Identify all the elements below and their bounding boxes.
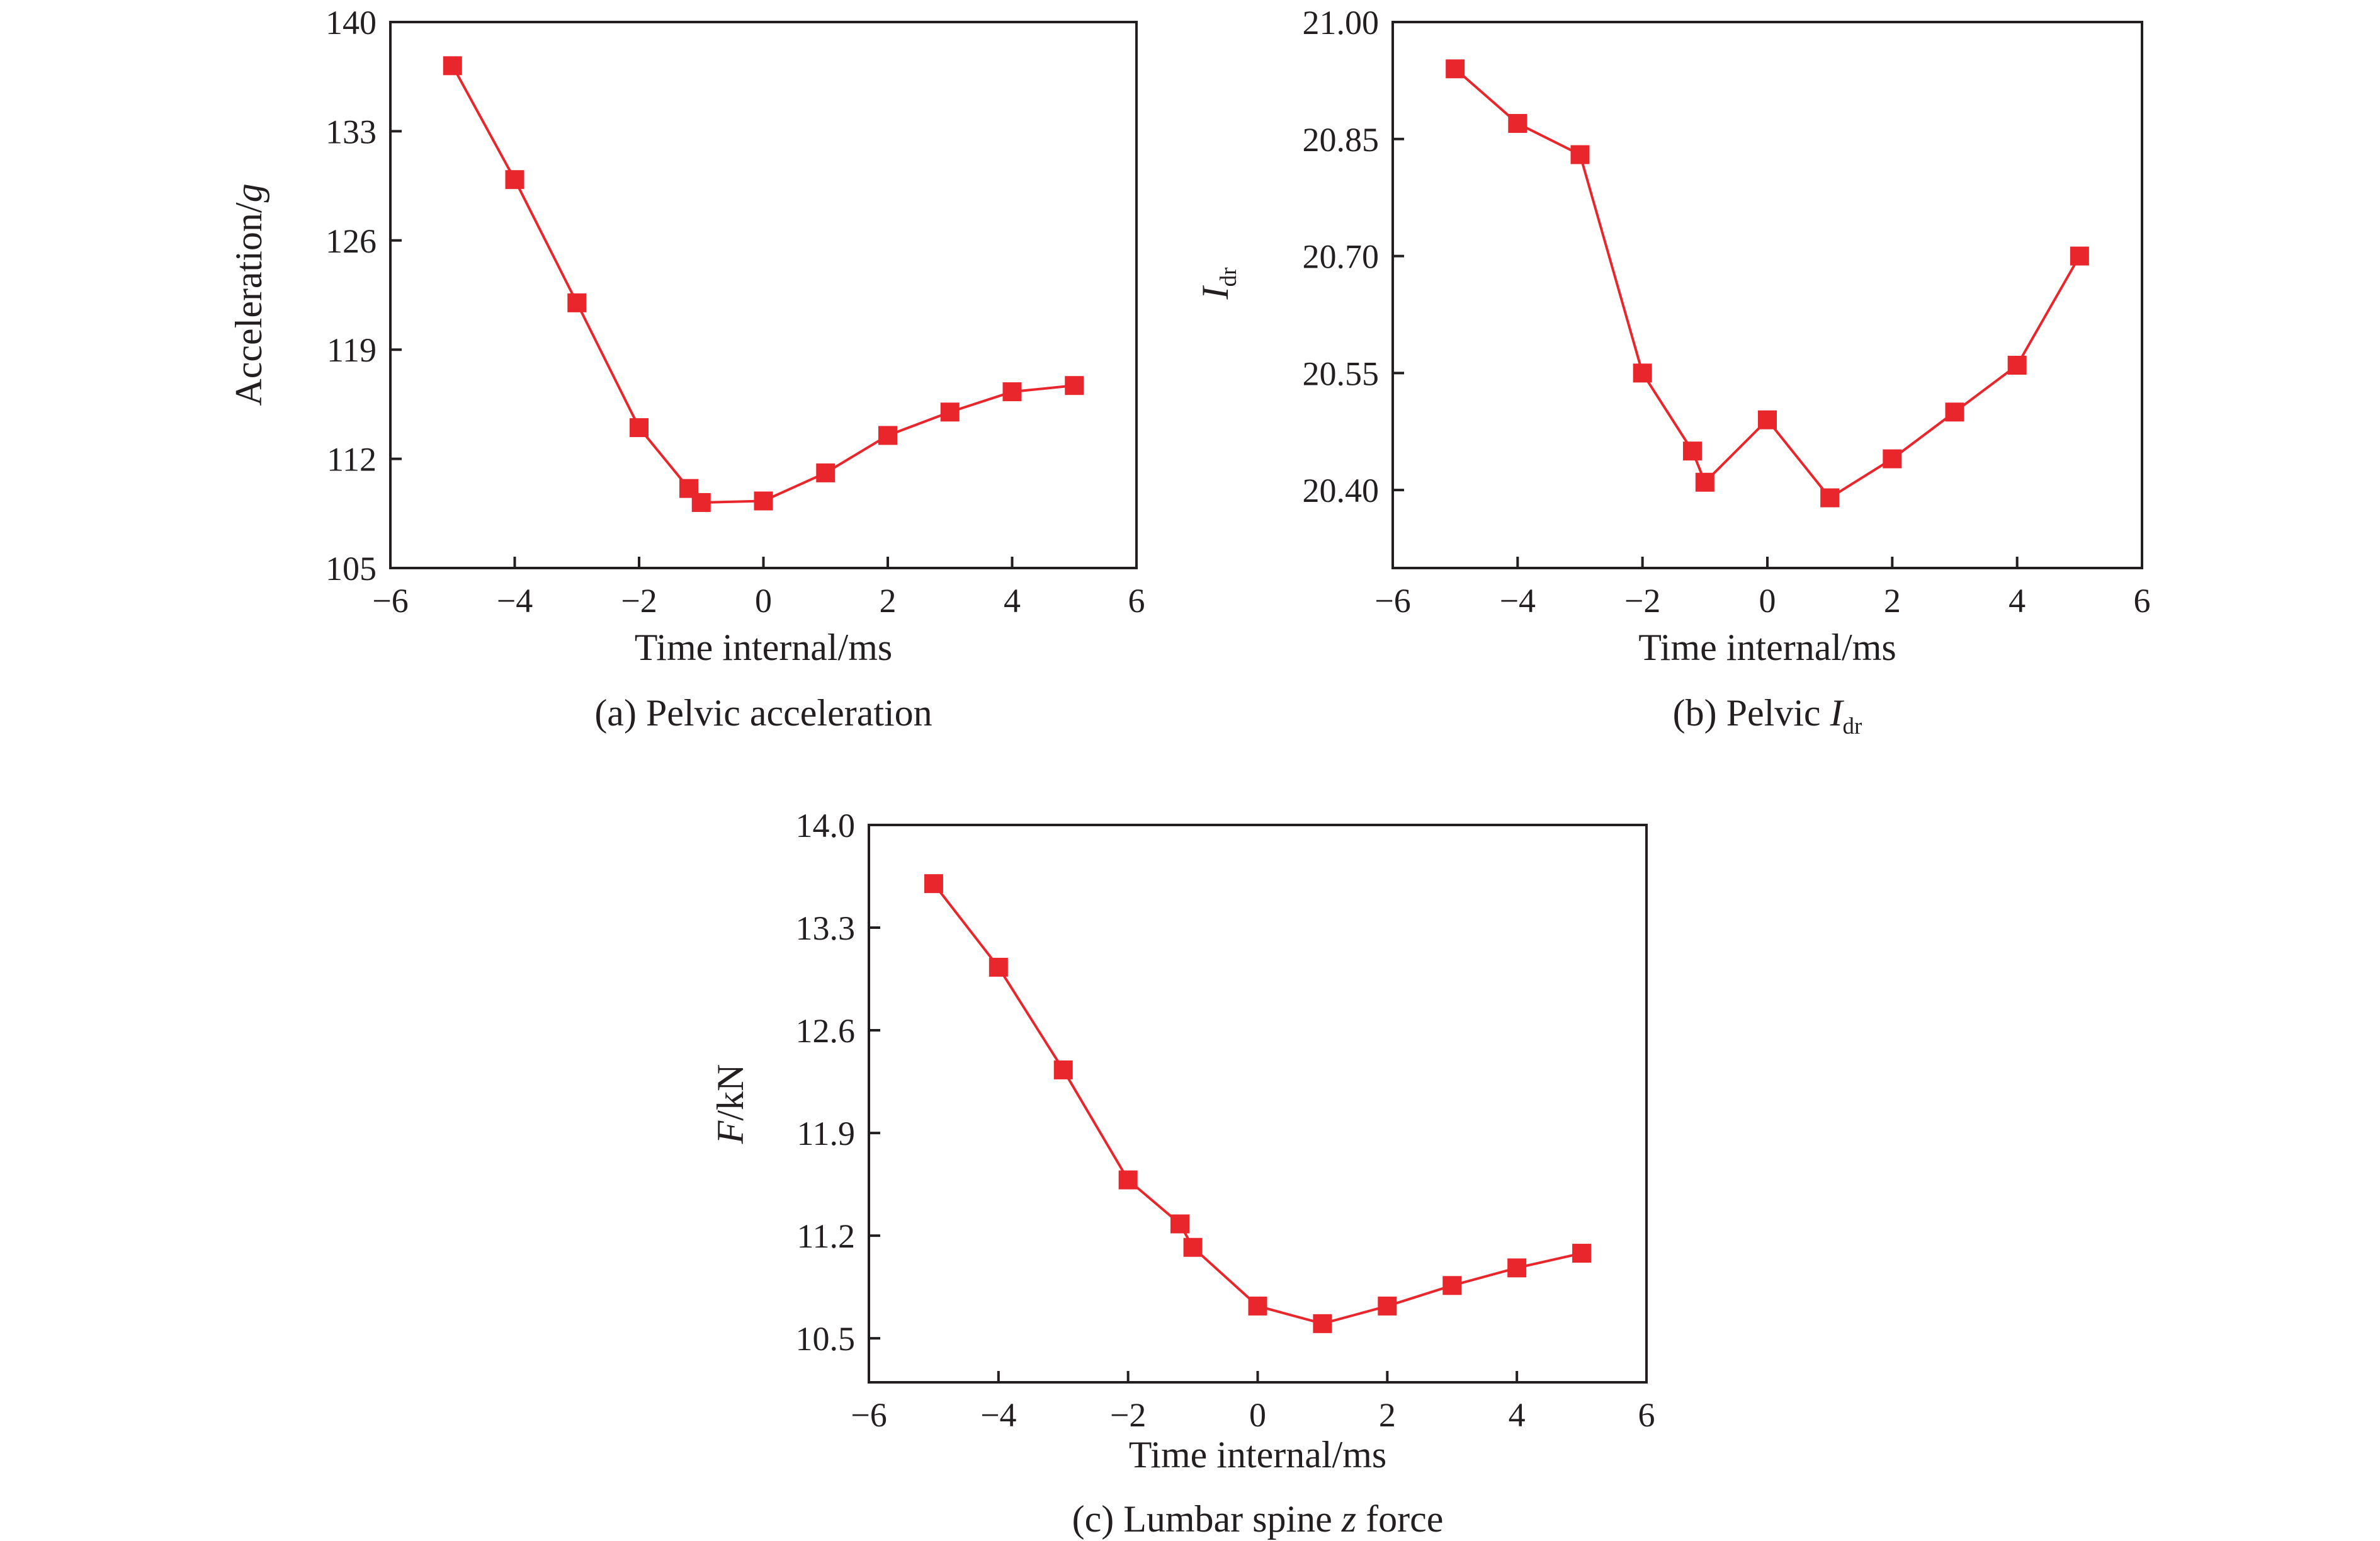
data-point-marker bbox=[1183, 1237, 1203, 1257]
y-tick-label: 11.9 bbox=[797, 1115, 856, 1152]
data-point-marker bbox=[940, 402, 960, 422]
x-tick-label: 0 bbox=[755, 582, 772, 620]
data-point-marker bbox=[1053, 1060, 1073, 1079]
data-point-marker bbox=[878, 426, 897, 445]
data-point-marker bbox=[1508, 114, 1527, 134]
data-point-marker bbox=[1446, 59, 1465, 79]
data-point-marker bbox=[2007, 355, 2027, 375]
x-tick-label: −2 bbox=[1624, 582, 1660, 620]
data-point-marker bbox=[1683, 441, 1702, 461]
panel-caption: (c) Lumbar spine z force bbox=[1072, 1498, 1444, 1540]
data-point-marker bbox=[924, 874, 943, 894]
x-tick-label: 4 bbox=[1004, 582, 1021, 620]
x-tick-label: 2 bbox=[880, 582, 897, 620]
x-tick-label: −2 bbox=[1110, 1396, 1146, 1434]
data-point-marker bbox=[691, 492, 711, 512]
plot-frame bbox=[1391, 21, 2143, 569]
data-point-marker bbox=[1442, 1276, 1462, 1295]
x-tick-label: 4 bbox=[1509, 1396, 1526, 1434]
chart-panel-3: −6 −4 −2 0 2 4 6 10.5 11.2 11.9 12.6 13.3 14.0 Time i… bbox=[710, 807, 1655, 1540]
y-tick-label: 10.5 bbox=[796, 1320, 856, 1358]
data-point-marker bbox=[1820, 488, 1840, 508]
data-point-marker bbox=[1378, 1296, 1397, 1316]
y-tick-label: 20.70 bbox=[1303, 238, 1380, 276]
y-tick-label: 119 bbox=[327, 331, 377, 369]
data-point-marker bbox=[1633, 363, 1652, 383]
x-tick-label: −4 bbox=[497, 582, 533, 620]
y-tick-label: 112 bbox=[327, 441, 377, 479]
data-point-marker bbox=[1695, 472, 1714, 492]
plot-frame bbox=[389, 21, 1138, 569]
chart-panel-2: −6 −4 −2 0 2 4 6 20.40 20.55 20.70 20.85 21.00 Time … bbox=[1194, 4, 2151, 739]
data-point-marker bbox=[1945, 402, 1964, 422]
x-tick-label: 2 bbox=[1379, 1396, 1396, 1434]
data-point-marker bbox=[1507, 1258, 1527, 1278]
x-tick-label: 0 bbox=[1759, 582, 1776, 620]
data-point-marker bbox=[505, 170, 524, 190]
y-tick-label: 11.2 bbox=[797, 1217, 856, 1255]
x-tick-label: 6 bbox=[2134, 582, 2151, 620]
x-axis-label: Time internal/ms bbox=[635, 627, 892, 668]
data-point-marker bbox=[630, 418, 649, 438]
series-line bbox=[932, 882, 1582, 1325]
x-tick-label: −6 bbox=[372, 582, 408, 620]
x-tick-label: −4 bbox=[1500, 582, 1536, 620]
data-point-marker bbox=[1572, 1244, 1592, 1263]
panel-caption: (b) Pelvic Idr bbox=[1673, 692, 1862, 739]
x-axis-label: Time internal/ms bbox=[1638, 627, 1896, 668]
data-point-marker bbox=[1065, 376, 1084, 395]
y-tick-label: 21.00 bbox=[1303, 4, 1380, 42]
x-tick-label: −6 bbox=[851, 1396, 887, 1434]
data-point-marker bbox=[816, 463, 836, 482]
y-tick-label: 105 bbox=[326, 550, 377, 588]
x-tick-label: −2 bbox=[621, 582, 657, 620]
x-tick-label: −6 bbox=[1374, 582, 1410, 620]
chart-panel-1: −6 −4 −2 0 2 4 6 105 112 119 126 133 140 Time interna… bbox=[228, 4, 1145, 734]
data-point-marker bbox=[1883, 449, 1902, 469]
y-tick-label: 14.0 bbox=[796, 807, 856, 844]
y-axis-label: F/kN bbox=[710, 1064, 751, 1145]
x-axis-label: Time internal/ms bbox=[1129, 1434, 1386, 1476]
data-point-marker bbox=[1570, 145, 1590, 164]
x-tick-label: 6 bbox=[1128, 582, 1145, 620]
y-tick-label: 20.85 bbox=[1303, 121, 1380, 159]
data-point-marker bbox=[443, 56, 462, 76]
y-tick-label: 140 bbox=[326, 4, 377, 42]
data-point-marker bbox=[1313, 1314, 1332, 1333]
data-point-marker bbox=[1248, 1296, 1267, 1316]
y-tick-label: 126 bbox=[326, 222, 377, 260]
data-point-marker bbox=[1002, 382, 1022, 402]
x-tick-label: −4 bbox=[980, 1396, 1016, 1434]
y-tick-label: 20.40 bbox=[1303, 472, 1380, 509]
x-tick-label: 0 bbox=[1249, 1396, 1266, 1434]
y-axis-label: Acceleration/g bbox=[228, 183, 269, 406]
data-point-marker bbox=[989, 957, 1008, 977]
y-tick-label: 12.6 bbox=[796, 1012, 856, 1050]
data-point-marker bbox=[2070, 246, 2089, 266]
data-point-marker bbox=[567, 293, 587, 312]
data-point-marker bbox=[1118, 1170, 1138, 1190]
data-point-marker bbox=[1170, 1214, 1189, 1234]
series-line bbox=[451, 65, 1075, 504]
series-line bbox=[1454, 67, 2081, 500]
y-tick-label: 13.3 bbox=[796, 909, 856, 947]
y-tick-label: 20.55 bbox=[1303, 355, 1380, 392]
x-tick-label: 6 bbox=[1638, 1396, 1655, 1434]
x-tick-label: 4 bbox=[2009, 582, 2026, 620]
data-point-marker bbox=[754, 491, 773, 511]
y-tick-label: 133 bbox=[326, 113, 377, 151]
panel-caption: (a) Pelvic acceleration bbox=[594, 692, 932, 734]
y-axis-label: Idr bbox=[1194, 268, 1242, 300]
data-point-marker bbox=[1758, 410, 1777, 429]
x-tick-label: 2 bbox=[1884, 582, 1901, 620]
